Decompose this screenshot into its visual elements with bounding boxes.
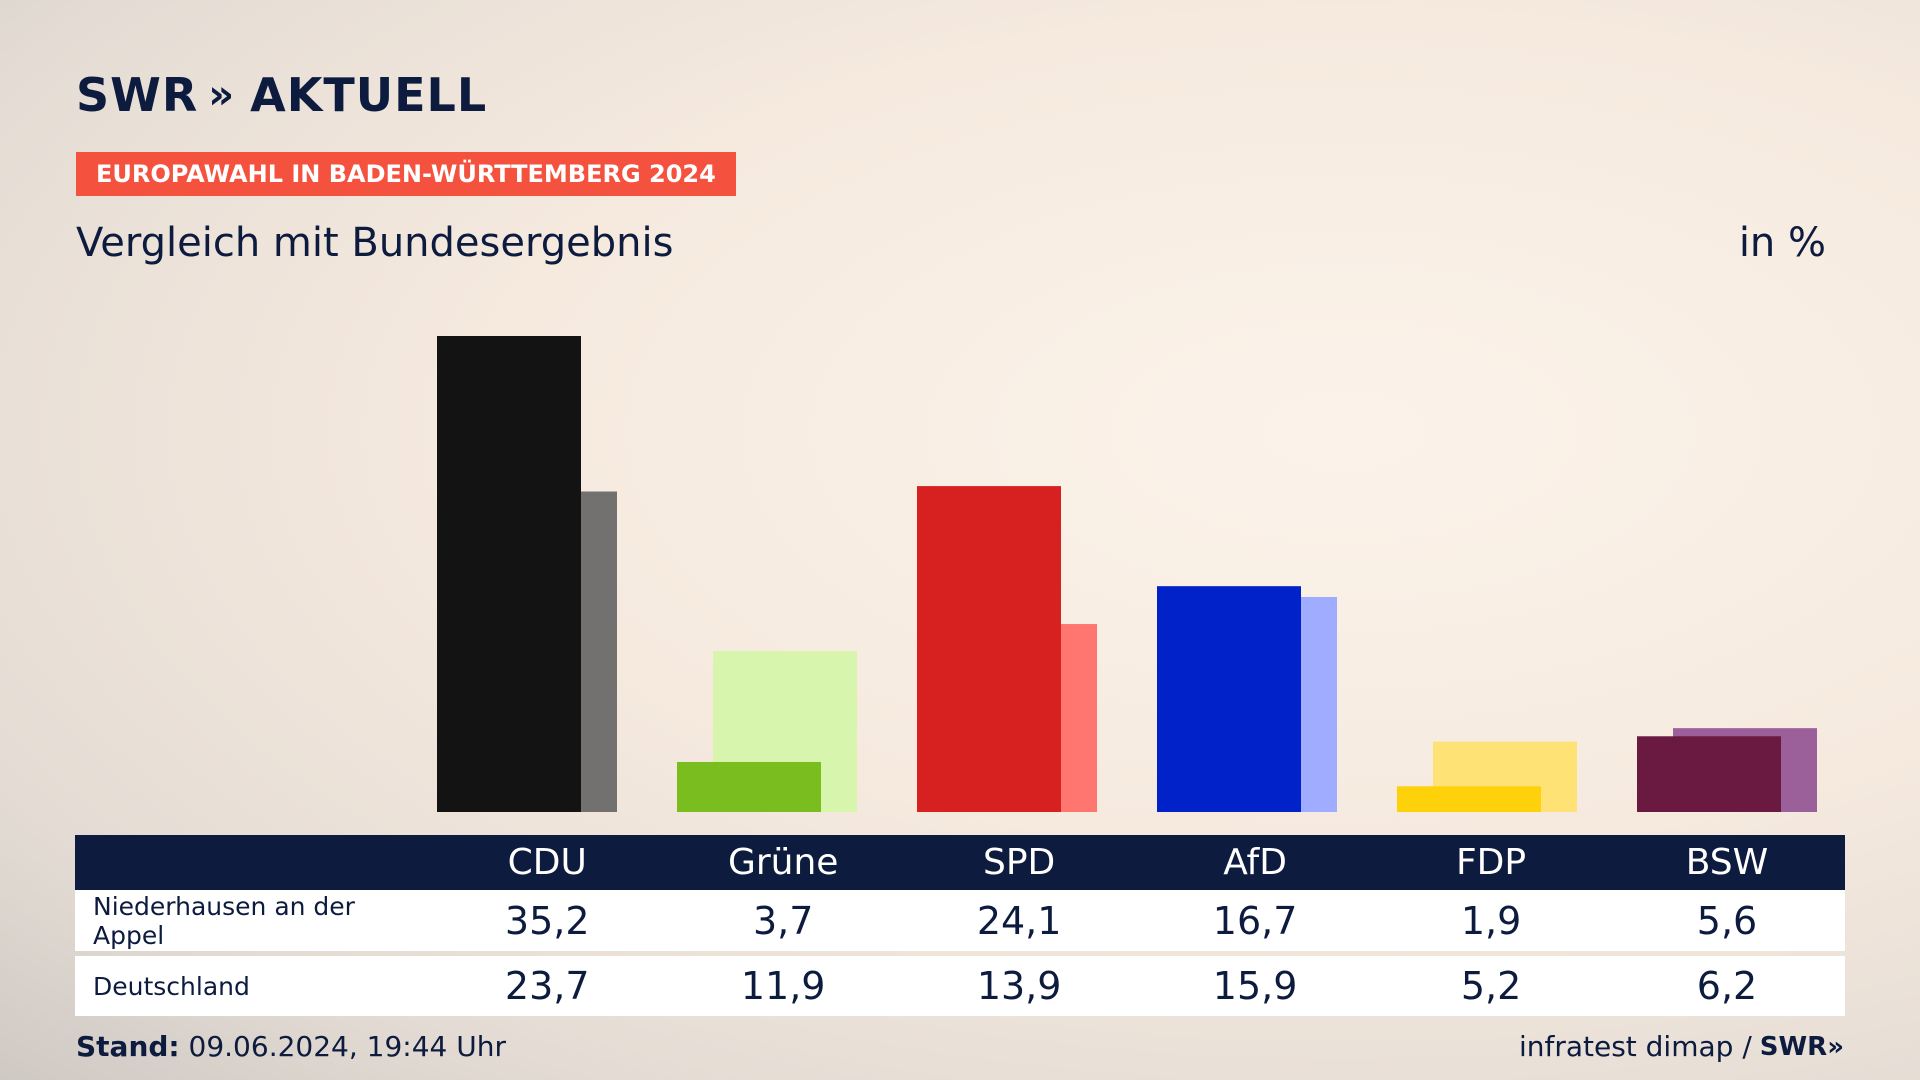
header-fdp: FDP xyxy=(1455,842,1527,883)
table-cell: 24,1 xyxy=(976,898,1062,943)
table-cell: 16,7 xyxy=(1212,898,1298,943)
results-table: CDU Grüne SPD AfD FDP BSW Niederhausen a… xyxy=(75,835,1845,1016)
row-label: Deutschland xyxy=(93,971,250,1001)
bar-niederhausen-afd xyxy=(1157,586,1301,812)
table-cell: 1,9 xyxy=(1460,898,1522,943)
unit-label: in % xyxy=(1738,220,1826,266)
table-cell: 15,9 xyxy=(1212,964,1298,1008)
row-label: Niederhausen an der Appel xyxy=(93,891,355,950)
table-cell: 11,9 xyxy=(740,964,826,1008)
timestamp: Stand: 09.06.2024, 19:44 Uhr xyxy=(76,1030,506,1063)
bar-chart xyxy=(437,336,1817,812)
header-bsw: BSW xyxy=(1685,842,1769,883)
bar-niederhausen-bsw xyxy=(1637,736,1781,812)
bar-niederhausen-grüne xyxy=(677,761,821,812)
header-cdu: CDU xyxy=(507,842,587,883)
election-banner: EUROPAWAHL IN BADEN-WÜRTTEMBERG 2024 xyxy=(76,152,736,196)
table-header-row: CDU Grüne SPD AfD FDP BSW xyxy=(75,835,1845,890)
header-spd: SPD xyxy=(982,842,1056,883)
table-cell: 35,2 xyxy=(504,898,590,943)
swr-aktuell-logo: SWR» AKTUELL xyxy=(76,68,488,122)
bar-niederhausen-cdu xyxy=(437,336,581,812)
bar-niederhausen-spd xyxy=(917,486,1061,812)
table-cell: 13,9 xyxy=(976,964,1062,1008)
table-row: Niederhausen an der Appel 35,2 3,7 24,1 … xyxy=(75,890,1845,951)
table-cell: 6,2 xyxy=(1696,964,1758,1008)
header-afd: AfD xyxy=(1223,842,1287,883)
bar-niederhausen-fdp xyxy=(1397,786,1541,812)
table-cell: 3,7 xyxy=(752,898,814,943)
table-cell: 23,7 xyxy=(504,964,590,1008)
source-credit: infratest dimap / SWR» xyxy=(1518,1030,1844,1063)
chart-subtitle: Vergleich mit Bundesergebnis xyxy=(76,220,674,266)
table-row: Deutschland 23,7 11,9 13,9 15,9 5,2 6,2 xyxy=(75,956,1845,1016)
swr-small-logo: SWR» xyxy=(1759,1031,1844,1062)
table-cell: 5,2 xyxy=(1460,964,1522,1008)
header-gruene: Grüne xyxy=(727,842,839,883)
table-cell: 5,6 xyxy=(1696,898,1758,943)
